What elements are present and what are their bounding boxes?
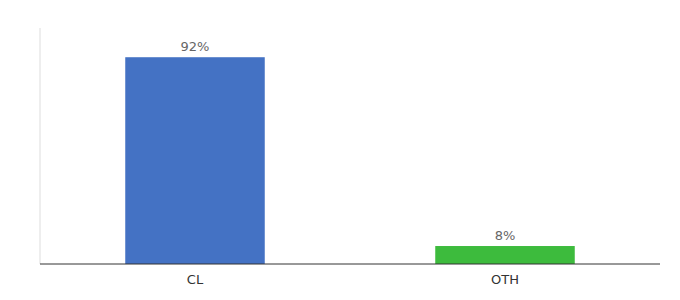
data-label: 8% bbox=[495, 228, 516, 243]
bars bbox=[125, 57, 575, 264]
chart-container: 92% 8% CL OTH bbox=[0, 0, 680, 300]
x-tick-label: CL bbox=[187, 272, 204, 287]
y-axis-line bbox=[40, 28, 41, 264]
bar bbox=[435, 246, 575, 264]
chart-svg: 92% 8% CL OTH bbox=[0, 0, 680, 300]
bar bbox=[125, 57, 265, 264]
data-label: 92% bbox=[181, 39, 210, 54]
x-tick-label: OTH bbox=[491, 272, 519, 287]
x-axis-line bbox=[40, 264, 660, 265]
